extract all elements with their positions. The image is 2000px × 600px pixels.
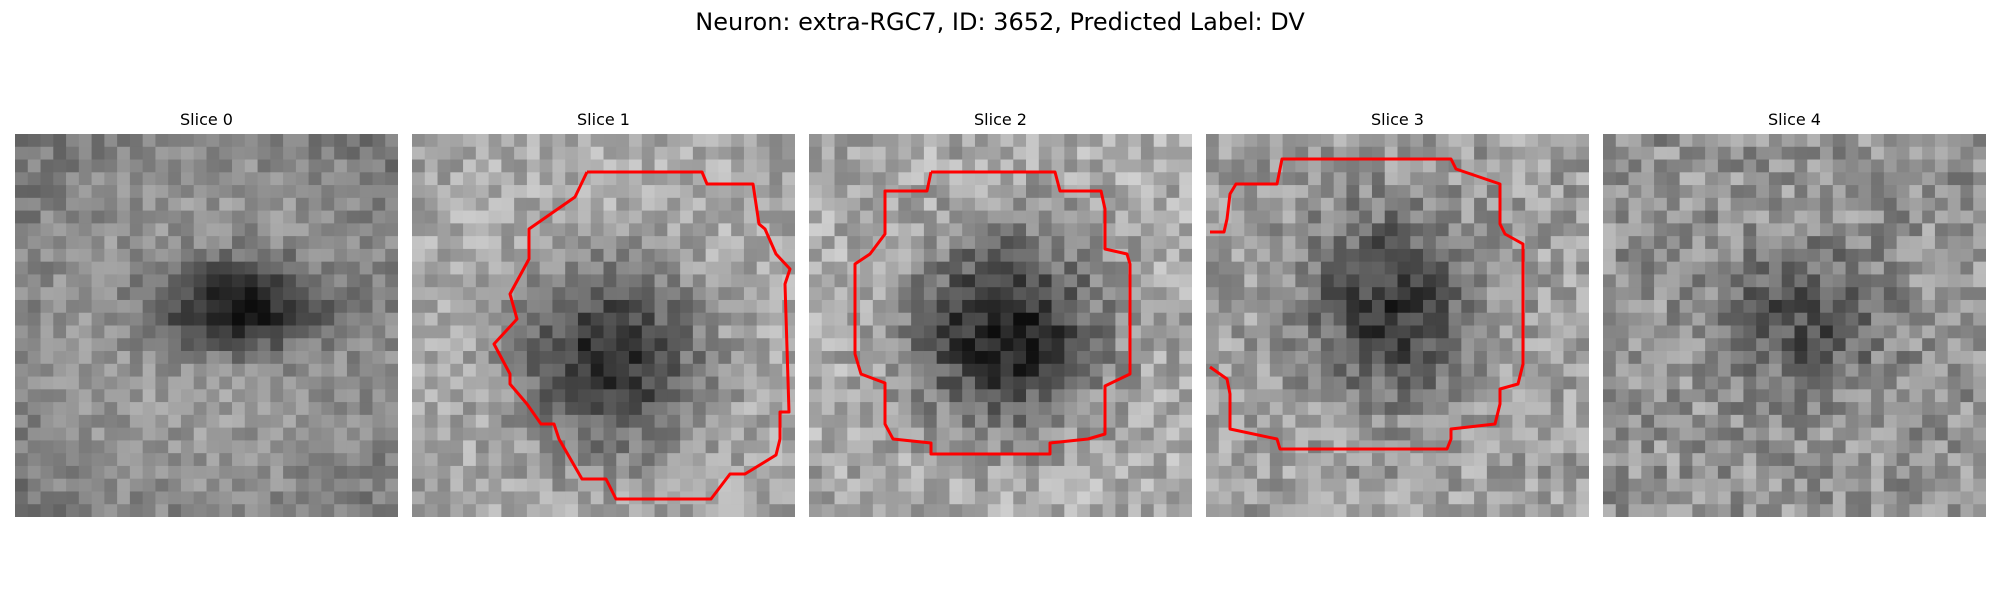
slice-image-0 [15,134,398,517]
slice-title-1: Slice 1 [577,110,630,129]
slice-title-2: Slice 2 [974,110,1027,129]
slice-image-3 [1206,134,1589,517]
figure-title: Neuron: extra-RGC7, ID: 3652, Predicted … [695,8,1305,36]
slice-title-4: Slice 4 [1768,110,1821,129]
contour-left-stub-3 [1209,157,1525,451]
slice-image-4 [1603,134,1986,517]
roi-contour-2 [853,170,1132,456]
slice-pixels-3 [1206,134,1589,517]
slice-panel-3: Slice 3 [1206,108,1589,520]
slice-pixels-2 [809,134,1192,517]
slice-image-1 [412,134,795,517]
slice-panel-2: Slice 2 [809,108,1192,520]
slice-pixels-0 [15,134,398,517]
slice-panel-0: Slice 0 [15,108,398,520]
slice-title-3: Slice 3 [1371,110,1424,129]
slice-pixels-4 [1603,134,1986,517]
slice-panel-1: Slice 1 [412,108,795,520]
slice-pixels-1 [412,134,795,517]
slice-panel-4: Slice 4 [1603,108,1986,520]
slice-title-0: Slice 0 [180,110,233,129]
roi-contour-1 [492,170,792,501]
slice-image-2 [809,134,1192,517]
